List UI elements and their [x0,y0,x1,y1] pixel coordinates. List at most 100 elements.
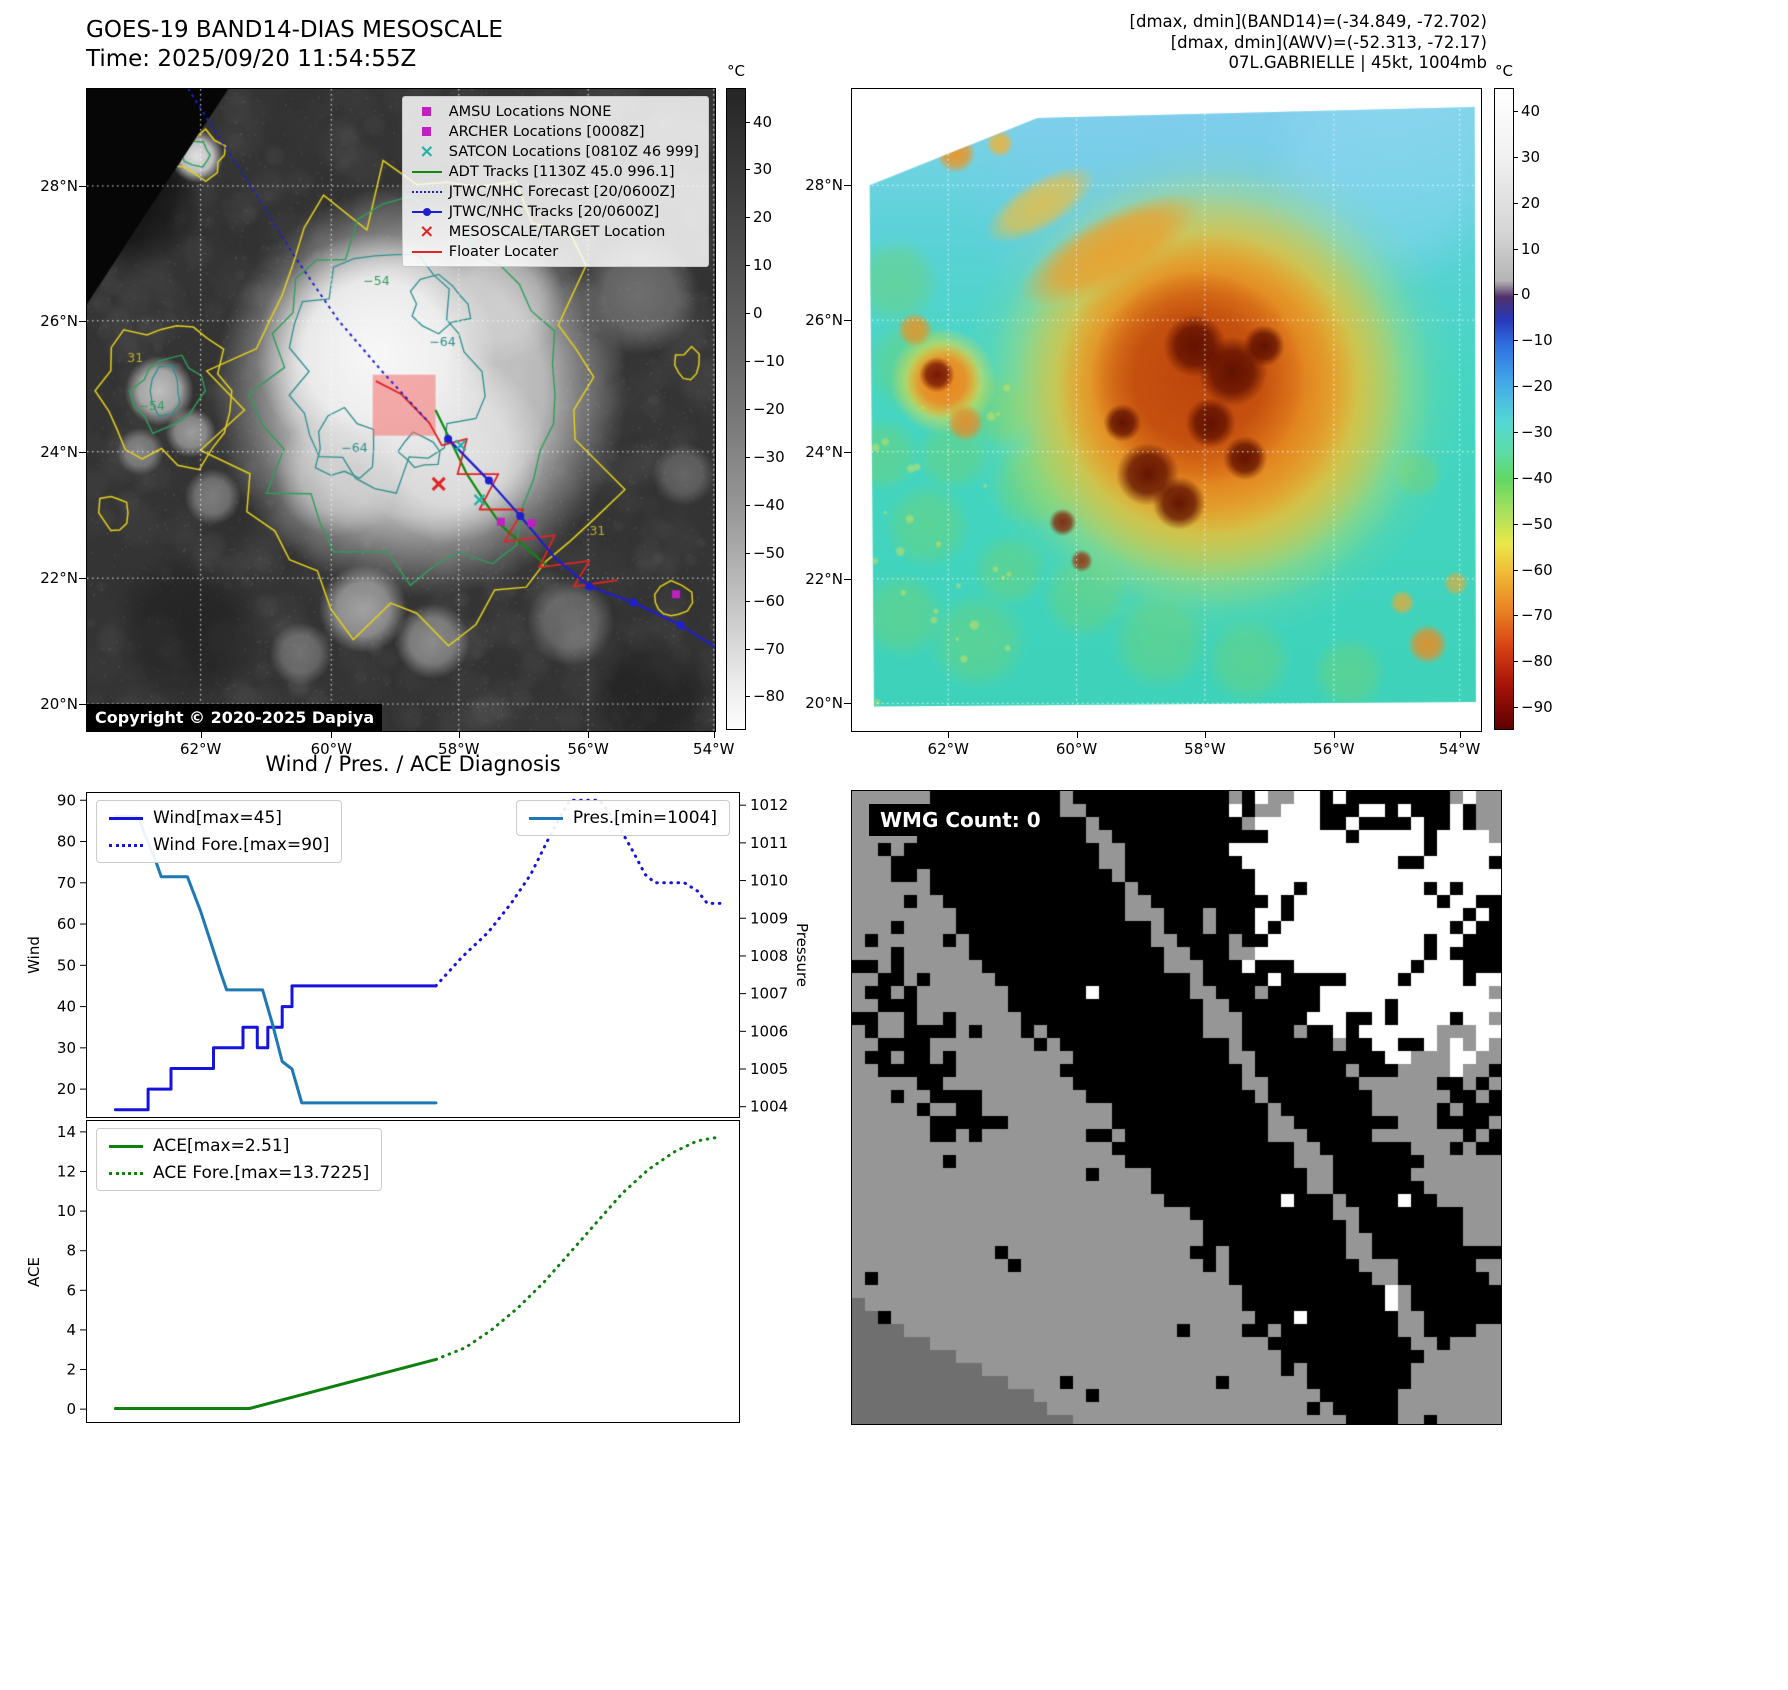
colorbar-tick-label: −70 [1521,606,1553,625]
y2-tick-label: 1008 [750,947,788,965]
series-line-0 [113,984,438,1112]
y-tick-label: 28°N [40,176,78,195]
legend-row: × SATCON Locations [0810Z 46 999] [408,141,699,162]
x-tick-label: 56°W [567,740,609,758]
line-sample-icon [528,816,563,820]
colorbar-tick-label: 20 [1521,193,1541,212]
colorbar-tick-label: −20 [753,400,785,418]
chart-legend: Pres.[min=1004] [515,800,730,836]
colorbar-tick-label: −50 [753,543,785,562]
y-tick-label: 40 [57,998,76,1016]
y2-tick-label: 1010 [750,872,788,890]
y-tick-label: 2 [66,1361,76,1379]
colorbar-tick-mark [1514,386,1518,388]
awv-title-line1: [dmax, dmin](BAND14)=(-34.849, -72.702) [1129,12,1487,31]
colorbar-tick-label: 30 [753,160,773,179]
y-tick-label: 28°N [805,176,843,195]
legend-marker-x-icon: × [419,221,435,242]
awv-colorbar-unit: °C [1495,62,1513,80]
band14-title-line1: GOES-19 BAND14-DIAS MESOSCALE [86,17,503,43]
y-tick-label: 30 [57,1039,76,1057]
colorbar-tick-mark [1514,156,1518,158]
legend-label: Wind Fore.[max=90] [153,835,330,855]
legend-row: ARCHER Locations [0008Z] [408,122,699,141]
colorbar-tick-mark [746,648,750,650]
legend-label: SATCON Locations [0810Z 46 999] [448,143,699,160]
colorbar-tick-label: −50 [1521,514,1553,533]
colorbar-tick-label: −10 [753,352,785,371]
x-tick-mark [948,731,950,738]
chart-legend: ACE[max=2.51] ACE Fore.[max=13.7225] [96,1128,383,1191]
band14-colorbar-gradient [726,88,746,730]
y2-tick-label: 1005 [750,1060,788,1078]
colorbar-tick-label: 10 [1521,239,1541,258]
colorbar-tick-mark [1514,340,1518,342]
y-tick-mark [844,185,851,187]
colorbar-tick-mark [746,265,750,267]
y-tick-mark [79,578,86,580]
x-tick-label: 62°W [179,740,222,758]
colorbar-tick-mark [746,217,750,219]
colorbar-tick-label: −10 [1521,331,1553,350]
y2-tick-label: 1006 [750,1022,788,1040]
x-tick-mark [1333,731,1335,738]
colorbar-tick-mark [746,409,750,410]
y-tick-label: 6 [66,1281,76,1299]
x-tick-label: 58°W [1184,740,1226,758]
legend-row: ACE Fore.[max=13.7225] [109,1163,369,1183]
legend-label: ACE[max=2.51] [153,1136,290,1156]
colorbar-tick-mark [1514,707,1518,709]
y-tick-label: 50 [57,956,76,974]
awv-panel-title: [dmax, dmin](BAND14)=(-34.849, -72.702) … [860,12,1487,74]
colorbar-tick-label: 20 [753,208,773,227]
y-tick-label: 20 [57,1080,76,1098]
colorbar-tick-mark [1514,248,1518,250]
x-tick-mark [588,731,590,738]
x-tick-mark [458,731,460,738]
x-tick-label: 60°W [310,740,352,758]
wmg-mask-image [852,791,1501,1424]
line-sample-icon [109,1144,143,1148]
y2-tick-label: 1012 [750,796,788,814]
y-tick-mark [79,185,86,187]
legend-label: Wind[max=45] [153,808,282,828]
wind-pressure-chart: 20 30 40 50 60 70 80 90 1004 1005 1006 1007 1008 1009… [25,791,811,1118]
series-line-0 [113,1357,438,1410]
series-line-1 [434,798,722,988]
colorbar-tick-label: −30 [753,447,785,466]
dotted-line-sample-icon [109,1171,143,1175]
colorbar-tick-label: 30 [1521,147,1541,166]
chart-legend: Wind[max=45] Wind Fore.[max=90] [96,800,343,863]
y2-tick-label: 1007 [750,985,788,1003]
y-tick-label: 4 [66,1321,76,1339]
y-tick-label: 20°N [40,695,78,714]
colorbar-tick-label: −60 [1521,560,1553,579]
y-tick-label: 80 [57,833,76,851]
y-tick-mark [79,320,86,322]
colorbar-tick-label: −80 [753,687,785,706]
wmg-count-label: WMG Count: 0 [869,804,1052,836]
band14-colorbar-unit: °C [727,62,745,80]
legend-label: Floater Locater [448,243,559,260]
band14-map-legend: AMSU Locations NONE ARCHER Locations [000… [401,96,709,267]
colorbar-tick-mark [746,456,750,458]
legend-marker-dotted-icon [408,190,446,193]
y-tick-label: 26°N [805,311,843,330]
colorbar-tick-label: −60 [753,591,785,610]
wind-axis-label: Wind [25,936,43,974]
band14-title-line2: Time: 2025/09/20 11:54:55Z [86,46,417,73]
colorbar-tick-label: 40 [753,112,773,131]
legend-row: JTWC/NHC Forecast [20/0600Z] [408,182,699,201]
series-line-1 [434,1135,719,1361]
colorbar-tick-mark [746,696,750,698]
colorbar-tick-mark [1514,202,1518,204]
colorbar-tick-label: −80 [1521,652,1553,671]
copyright-label: Copyright © 2020-2025 Dapiya [87,704,383,731]
legend-row: Wind[max=45] [109,808,329,828]
colorbar-tick-mark [1514,477,1518,479]
x-tick-mark [1204,731,1206,738]
y-tick-label: 70 [57,874,76,892]
legend-row: Pres.[min=1004] [528,808,717,828]
y2-tick-label: 1009 [750,909,788,927]
pressure-axis-label: Pressure [793,922,811,988]
